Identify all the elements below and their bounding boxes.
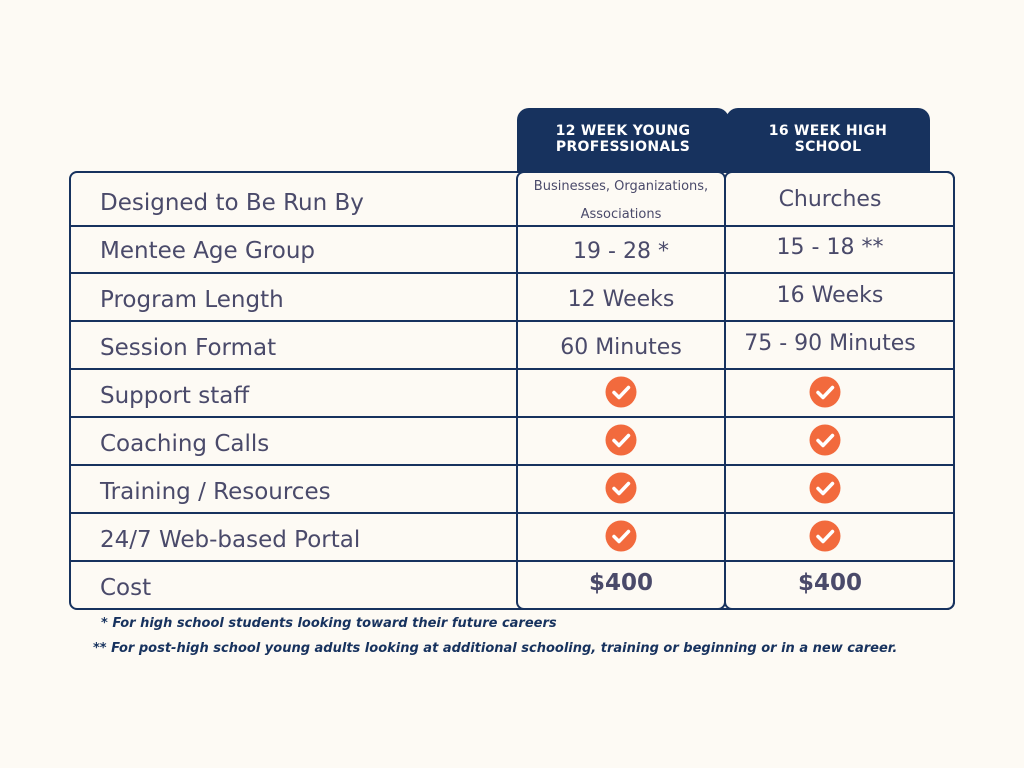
cell-cost-high-school: $400: [797, 570, 862, 596]
cell-session-format-young-professionals: 60 Minutes: [560, 335, 682, 360]
row-divider: [69, 272, 955, 274]
column-high-school: [724, 171, 955, 610]
row-label-training-resources: Training / Resources: [100, 479, 331, 505]
cell-age-group-high-school: 15 - 18 **: [776, 235, 884, 260]
footnote-double-asterisk: ** For post-high school young adults loo…: [93, 641, 898, 656]
cell-program-length-young-professionals: 12 Weeks: [567, 287, 675, 312]
check-circle-icon: [605, 472, 637, 504]
cell-program-length-high-school: 16 Weeks: [776, 283, 884, 308]
check-circle-icon: [809, 520, 841, 552]
column-header-label: 16 WEEK HIGH SCHOOL: [768, 123, 888, 155]
row-divider: [69, 464, 955, 466]
row-label-designed-by: Designed to Be Run By: [100, 190, 364, 216]
cell-designed-by-high-school: Churches: [778, 187, 882, 212]
row-label-cost: Cost: [100, 575, 152, 601]
footnote-single-asterisk: * For high school students looking towar…: [101, 616, 557, 631]
column-header-label: 12 WEEK YOUNG PROFESSIONALS: [555, 123, 691, 155]
row-label-coaching-calls: Coaching Calls: [100, 431, 270, 457]
check-circle-icon: [809, 376, 841, 408]
row-divider: [69, 560, 955, 562]
row-label-age-group: Mentee Age Group: [100, 238, 316, 264]
row-label-program-length: Program Length: [100, 287, 284, 313]
row-divider: [69, 416, 955, 418]
column-header-young-professionals: 12 WEEK YOUNG PROFESSIONALS: [517, 108, 729, 172]
row-divider: [69, 225, 955, 227]
check-circle-icon: [809, 472, 841, 504]
cell-designed-by-young-professionals: Businesses, Organizations, Associations: [533, 179, 709, 222]
row-label-web-portal: 24/7 Web-based Portal: [100, 527, 361, 553]
cell-age-group-young-professionals: 19 - 28 *: [573, 239, 669, 264]
check-circle-icon: [605, 520, 637, 552]
row-divider: [69, 368, 955, 370]
column-header-high-school: 16 WEEK HIGH SCHOOL: [726, 108, 930, 172]
cell-session-format-high-school: 75 - 90 Minutes: [744, 331, 916, 356]
row-divider: [69, 320, 955, 322]
check-circle-icon: [605, 424, 637, 456]
row-divider: [69, 512, 955, 514]
check-circle-icon: [605, 376, 637, 408]
cell-cost-young-professionals: $400: [588, 570, 653, 596]
check-circle-icon: [809, 424, 841, 456]
row-label-support-staff: Support staff: [100, 383, 250, 409]
row-label-session-format: Session Format: [100, 335, 277, 361]
